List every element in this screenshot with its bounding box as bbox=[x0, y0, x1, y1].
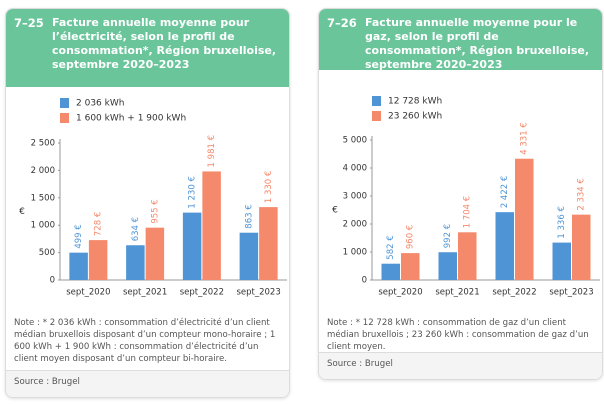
bar bbox=[259, 207, 278, 280]
bar bbox=[572, 214, 591, 280]
chart: 0 1 000 2 000 3 000 4 000 5 000 €12 728 kWh 23 … bbox=[332, 96, 600, 298]
note: Note : * 12 728 kWh : consommation de ga… bbox=[327, 318, 589, 352]
legend-swatch bbox=[60, 113, 69, 123]
x-tick-label: sept_2021 bbox=[123, 288, 167, 298]
y-tick-label: 4 000 bbox=[343, 164, 367, 174]
bar bbox=[126, 245, 145, 280]
legend-swatch bbox=[60, 98, 69, 108]
x-tick-label: sept_2020 bbox=[66, 288, 110, 298]
x-tick-label: sept_2022 bbox=[492, 288, 536, 298]
x-tick-label: sept_2023 bbox=[549, 288, 593, 298]
figure-number: 7–26 bbox=[327, 16, 357, 30]
value-label: 582 € bbox=[386, 235, 396, 259]
value-label: 960 € bbox=[406, 225, 416, 249]
value-label: 1 336 € bbox=[557, 206, 567, 238]
source: Source : Brugel bbox=[319, 352, 602, 379]
legend-label: 23 260 kWh bbox=[388, 112, 442, 122]
bar bbox=[438, 252, 457, 280]
y-axis-label: € bbox=[19, 207, 25, 217]
chart: 0 500 1 000 1 500 2 000 2 500 €2 036 kWh 1 600 … bbox=[19, 98, 287, 298]
bar bbox=[495, 212, 514, 280]
value-label: 955 € bbox=[150, 199, 160, 223]
value-label: 1 704 € bbox=[463, 196, 473, 228]
value-label: 634 € bbox=[131, 217, 141, 241]
x-tick-label: sept_2021 bbox=[435, 288, 479, 298]
legend-label: 1 600 kWh + 1 900 kWh bbox=[76, 114, 186, 124]
chart-title: Facture annuelle moyenne pour le gaz, se… bbox=[365, 16, 590, 71]
value-label: 4 331 € bbox=[520, 122, 530, 154]
card-header: 7–25 Facture annuelle moyenne pour l’éle… bbox=[6, 9, 289, 87]
bar bbox=[239, 232, 259, 280]
bar bbox=[381, 263, 400, 280]
card-header: 7–26 Facture annuelle moyenne pour le ga… bbox=[319, 9, 602, 71]
bar bbox=[552, 242, 571, 280]
y-tick-label: 0 bbox=[362, 276, 367, 286]
value-label: 499 € bbox=[74, 224, 84, 248]
bar bbox=[145, 227, 165, 280]
y-tick-label: 500 bbox=[39, 248, 55, 258]
y-tick-label: 0 bbox=[50, 276, 55, 286]
bar bbox=[182, 212, 202, 280]
card: 7–25 Facture annuelle moyenne pour l’éle… bbox=[5, 8, 290, 398]
x-tick-label: sept_2020 bbox=[378, 288, 422, 298]
value-label: 992 € bbox=[443, 224, 453, 248]
y-tick-label: 1 000 bbox=[31, 221, 55, 231]
x-tick-label: sept_2022 bbox=[180, 288, 224, 298]
legend-swatch bbox=[372, 111, 381, 121]
bar bbox=[515, 158, 534, 280]
value-label: 1 981 € bbox=[207, 135, 217, 167]
value-label: 728 € bbox=[94, 212, 104, 236]
y-axis-label: € bbox=[332, 206, 338, 216]
value-label: 1 330 € bbox=[264, 171, 274, 203]
bar bbox=[202, 171, 221, 280]
figure-number: 7–25 bbox=[14, 16, 44, 30]
value-label: 2 422 € bbox=[500, 176, 510, 208]
chart-title: Facture annuelle moyenne pour l’électric… bbox=[52, 16, 277, 71]
note: Note : * 2 036 kWh : consommation d’élec… bbox=[14, 318, 276, 364]
y-tick-label: 2 500 bbox=[31, 139, 55, 149]
bar bbox=[458, 232, 477, 280]
y-tick-label: 2 000 bbox=[343, 220, 367, 230]
legend-swatch bbox=[372, 96, 381, 106]
card: 7–26 Facture annuelle moyenne pour le ga… bbox=[318, 8, 603, 380]
value-label: 1 230 € bbox=[188, 176, 198, 208]
y-tick-label: 2 000 bbox=[31, 166, 55, 176]
bar bbox=[88, 240, 108, 280]
y-tick-label: 1 500 bbox=[31, 193, 55, 203]
legend-label: 12 728 kWh bbox=[388, 97, 442, 107]
y-tick-label: 1 000 bbox=[343, 248, 367, 258]
legend-label: 2 036 kWh bbox=[76, 99, 124, 109]
x-tick-label: sept_2023 bbox=[236, 288, 280, 298]
value-label: 863 € bbox=[244, 204, 254, 228]
source: Source : Brugel bbox=[6, 370, 289, 397]
y-tick-label: 5 000 bbox=[343, 136, 367, 146]
bar bbox=[401, 253, 420, 280]
y-tick-label: 3 000 bbox=[343, 192, 367, 202]
value-label: 2 334 € bbox=[577, 178, 587, 210]
bar bbox=[69, 252, 88, 280]
